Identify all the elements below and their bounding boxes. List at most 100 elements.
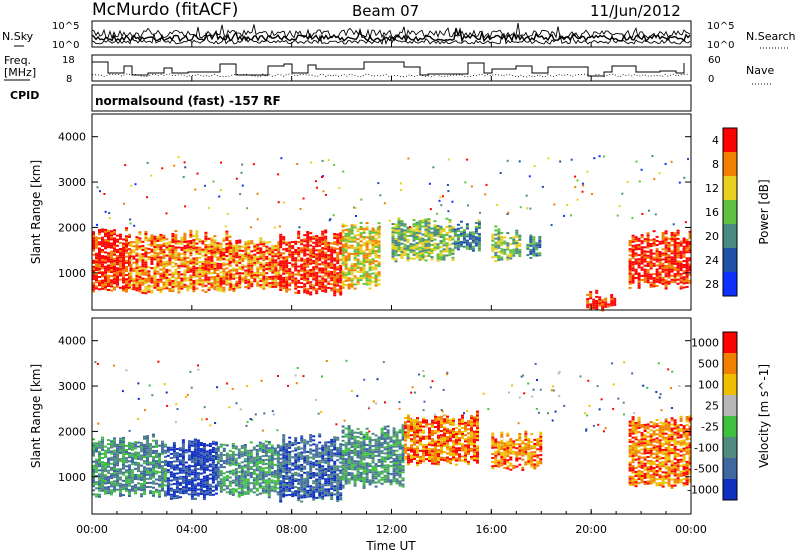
echo-cell [262, 281, 266, 284]
echo-cell [688, 267, 692, 270]
echo-cell [193, 446, 197, 449]
echo-cell [433, 242, 437, 245]
echo-cell [277, 261, 281, 264]
echo-cell [318, 461, 322, 464]
echo-cell [276, 452, 280, 455]
echo-cell [199, 452, 203, 455]
echo-cell [353, 257, 357, 259]
echo-cell [129, 275, 133, 278]
echo-cell [261, 461, 265, 464]
echo-cell [477, 241, 481, 244]
echo-cell [282, 279, 286, 281]
echo-cell [312, 476, 316, 479]
echo-cell [246, 478, 250, 481]
echo-cell [685, 281, 689, 284]
echo-cell [309, 258, 313, 261]
echo-cell [291, 464, 295, 467]
echo-cell [359, 248, 363, 251]
echo-cell [336, 274, 340, 277]
echo-cell [285, 475, 289, 478]
echo-cell [598, 296, 602, 299]
echo-cell [279, 447, 283, 450]
echo-cell [110, 485, 113, 488]
echo-cell [315, 449, 319, 452]
echo-cell [315, 451, 319, 454]
echo-cell [143, 435, 146, 438]
echo-cell [670, 250, 674, 253]
echo-cell [213, 235, 217, 238]
echo-cell [655, 280, 659, 283]
echo-cell [104, 245, 107, 248]
echo-cell [205, 450, 209, 453]
echo-cell [394, 244, 398, 247]
echo-cell [252, 477, 256, 480]
echo-cell [141, 263, 145, 266]
echo-cell [368, 250, 372, 253]
echo-cell [459, 226, 463, 229]
echo-cell [277, 253, 281, 256]
echo-cell [107, 451, 110, 454]
echo-cell [213, 288, 217, 291]
echo-cell [303, 490, 307, 493]
echo-cell [294, 281, 298, 284]
echo-cell [321, 238, 325, 241]
echo-cell [261, 477, 265, 480]
echo-cell [129, 259, 133, 262]
echo-cell [95, 464, 98, 467]
echo-cell [181, 475, 185, 478]
echo-cell [330, 279, 334, 282]
echo-cell [247, 252, 251, 255]
echo-cell [264, 473, 268, 476]
echo-cell [303, 234, 307, 237]
echo-cell [279, 278, 283, 281]
echo-cell [327, 459, 331, 462]
echo-cell [137, 468, 140, 471]
echo-cell [92, 448, 95, 451]
echo-cell [271, 259, 275, 262]
echo-cell [664, 265, 668, 267]
echo-cell [324, 266, 328, 269]
echo-cell [192, 243, 196, 246]
echo-cell [110, 267, 113, 269]
echo-cell [643, 278, 647, 281]
echo-cell [101, 452, 104, 455]
echo-cell [174, 264, 178, 267]
echo-cell [430, 231, 434, 234]
echo-cell [134, 486, 137, 489]
echo-cell [101, 461, 104, 464]
echo-cell [229, 259, 233, 261]
echo-cell [445, 246, 449, 249]
echo-cell [679, 263, 683, 265]
echo-cell [92, 460, 95, 463]
echo-cell [362, 229, 366, 232]
echo-cell [214, 488, 218, 491]
echo-cell [184, 465, 188, 468]
echo-cell [601, 307, 605, 310]
echo-cell [214, 451, 218, 454]
echo-cell [359, 268, 363, 271]
echo-cell [433, 232, 437, 235]
echo-cell [101, 489, 104, 492]
echo-cell [347, 287, 351, 290]
echo-cell [204, 231, 208, 234]
echo-cell [172, 495, 176, 498]
echo-cell [161, 471, 164, 474]
echo-cell [607, 305, 611, 308]
echo-cell [288, 241, 292, 244]
echo-cell [532, 242, 536, 245]
echo-cell [646, 240, 650, 243]
freq-tick-top: 18 [62, 55, 75, 66]
echo-cell [368, 283, 372, 286]
echo-cell [259, 278, 263, 280]
echo-cell [92, 278, 95, 281]
echo-cell [285, 459, 289, 462]
echo-cell [138, 278, 142, 281]
echo-cell [336, 243, 340, 246]
echo-cell [235, 272, 239, 275]
echo-cell [433, 230, 437, 233]
echo-cell [330, 242, 334, 245]
echo-cell [506, 244, 510, 247]
echo-cell [339, 240, 343, 243]
echo-cell [168, 269, 172, 272]
echo-cell [193, 450, 197, 453]
